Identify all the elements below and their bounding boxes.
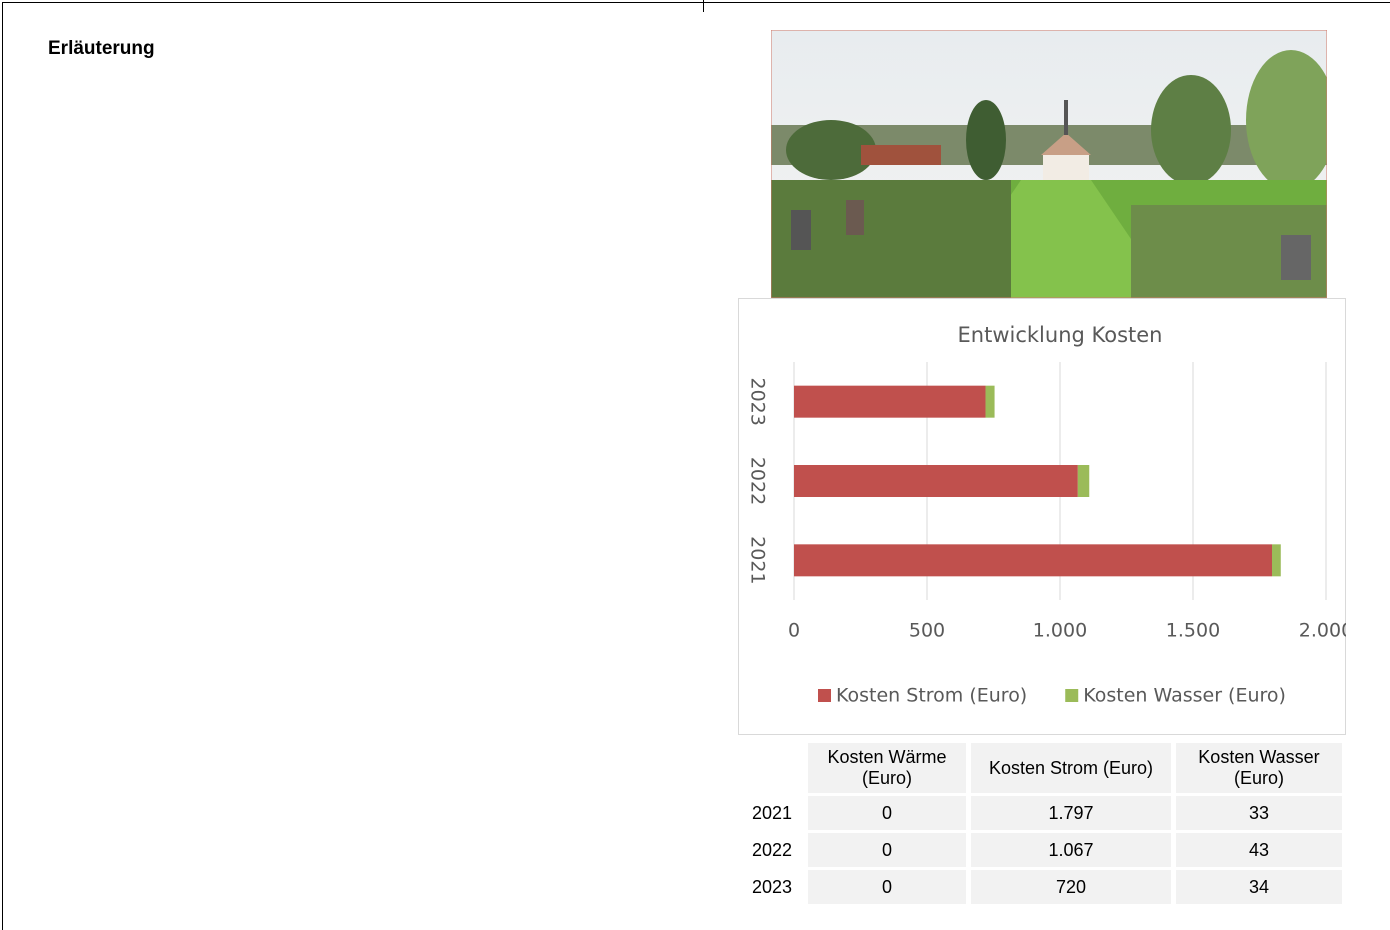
frame-line bbox=[703, 0, 704, 12]
legend-swatch bbox=[1065, 689, 1079, 702]
table-cell: 43 bbox=[1176, 833, 1342, 867]
table-cell: 0 bbox=[808, 870, 966, 904]
frame-line bbox=[2, 2, 3, 930]
x-tick-label: 500 bbox=[909, 620, 945, 642]
row-label: 2023 bbox=[751, 876, 793, 897]
photo bbox=[771, 30, 1327, 298]
table-cell: 0 bbox=[808, 796, 966, 830]
corner bbox=[741, 743, 803, 793]
heading: Erläuterung bbox=[48, 38, 155, 59]
column-header: Kosten Wasser (Euro) bbox=[1176, 743, 1342, 793]
y-tick-label: 2021 bbox=[747, 536, 769, 584]
row-label: 2022 bbox=[751, 839, 793, 860]
y-tick-label: 2023 bbox=[747, 377, 769, 425]
bar-segment bbox=[794, 385, 986, 418]
bar-segment bbox=[794, 544, 1273, 577]
frame-line bbox=[2, 2, 1390, 3]
chart-title: Entwicklung Kosten bbox=[958, 323, 1163, 347]
column-header: Kosten Wärme (Euro) bbox=[808, 743, 966, 793]
bar-segment bbox=[1077, 465, 1090, 497]
table-body: 2021 0 1.797 33 2022 0 1.067 43 2023 0 720 34 bbox=[741, 796, 1342, 904]
table-cell: 0 bbox=[808, 833, 966, 867]
table-header: Kosten Wärme (Euro) Kosten Strom (Euro) Ko… bbox=[741, 743, 1342, 793]
table-cell: 33 bbox=[1176, 796, 1342, 830]
x-tick-label: 1.000 bbox=[1033, 620, 1087, 642]
table-cell: 1.067 bbox=[971, 833, 1171, 867]
data-table: Kosten Wärme (Euro) Kosten Strom (Euro) Ko… bbox=[736, 740, 1347, 907]
column-header: Kosten Strom (Euro) bbox=[971, 743, 1171, 793]
x-tick-label: 2.000 bbox=[1299, 620, 1346, 642]
x-tick-label: 1.500 bbox=[1166, 620, 1220, 642]
x-tick-label: 0 bbox=[788, 620, 800, 642]
chart: Entwicklung Kosten 0 500 1.000 1.500 2.000 20… bbox=[738, 298, 1346, 735]
legend-swatch bbox=[818, 689, 831, 702]
table-row: 2021 0 1.797 33 bbox=[741, 796, 1342, 830]
bar-segment bbox=[1272, 544, 1281, 577]
legend-label: Kosten Strom (Euro) bbox=[836, 685, 1027, 707]
bar-segment bbox=[794, 465, 1078, 497]
table-cell: 34 bbox=[1176, 870, 1342, 904]
table-row: 2023 0 720 34 bbox=[741, 870, 1342, 904]
row-label: 2021 bbox=[751, 802, 793, 823]
table-cell: 1.797 bbox=[971, 796, 1171, 830]
chart-frame bbox=[738, 298, 1346, 735]
bar-segment bbox=[985, 385, 995, 418]
y-tick-label: 2022 bbox=[747, 457, 769, 505]
table-row: 2022 0 1.067 43 bbox=[741, 833, 1342, 867]
table-cell: 720 bbox=[971, 870, 1171, 904]
legend-label: Kosten Wasser (Euro) bbox=[1083, 685, 1286, 707]
